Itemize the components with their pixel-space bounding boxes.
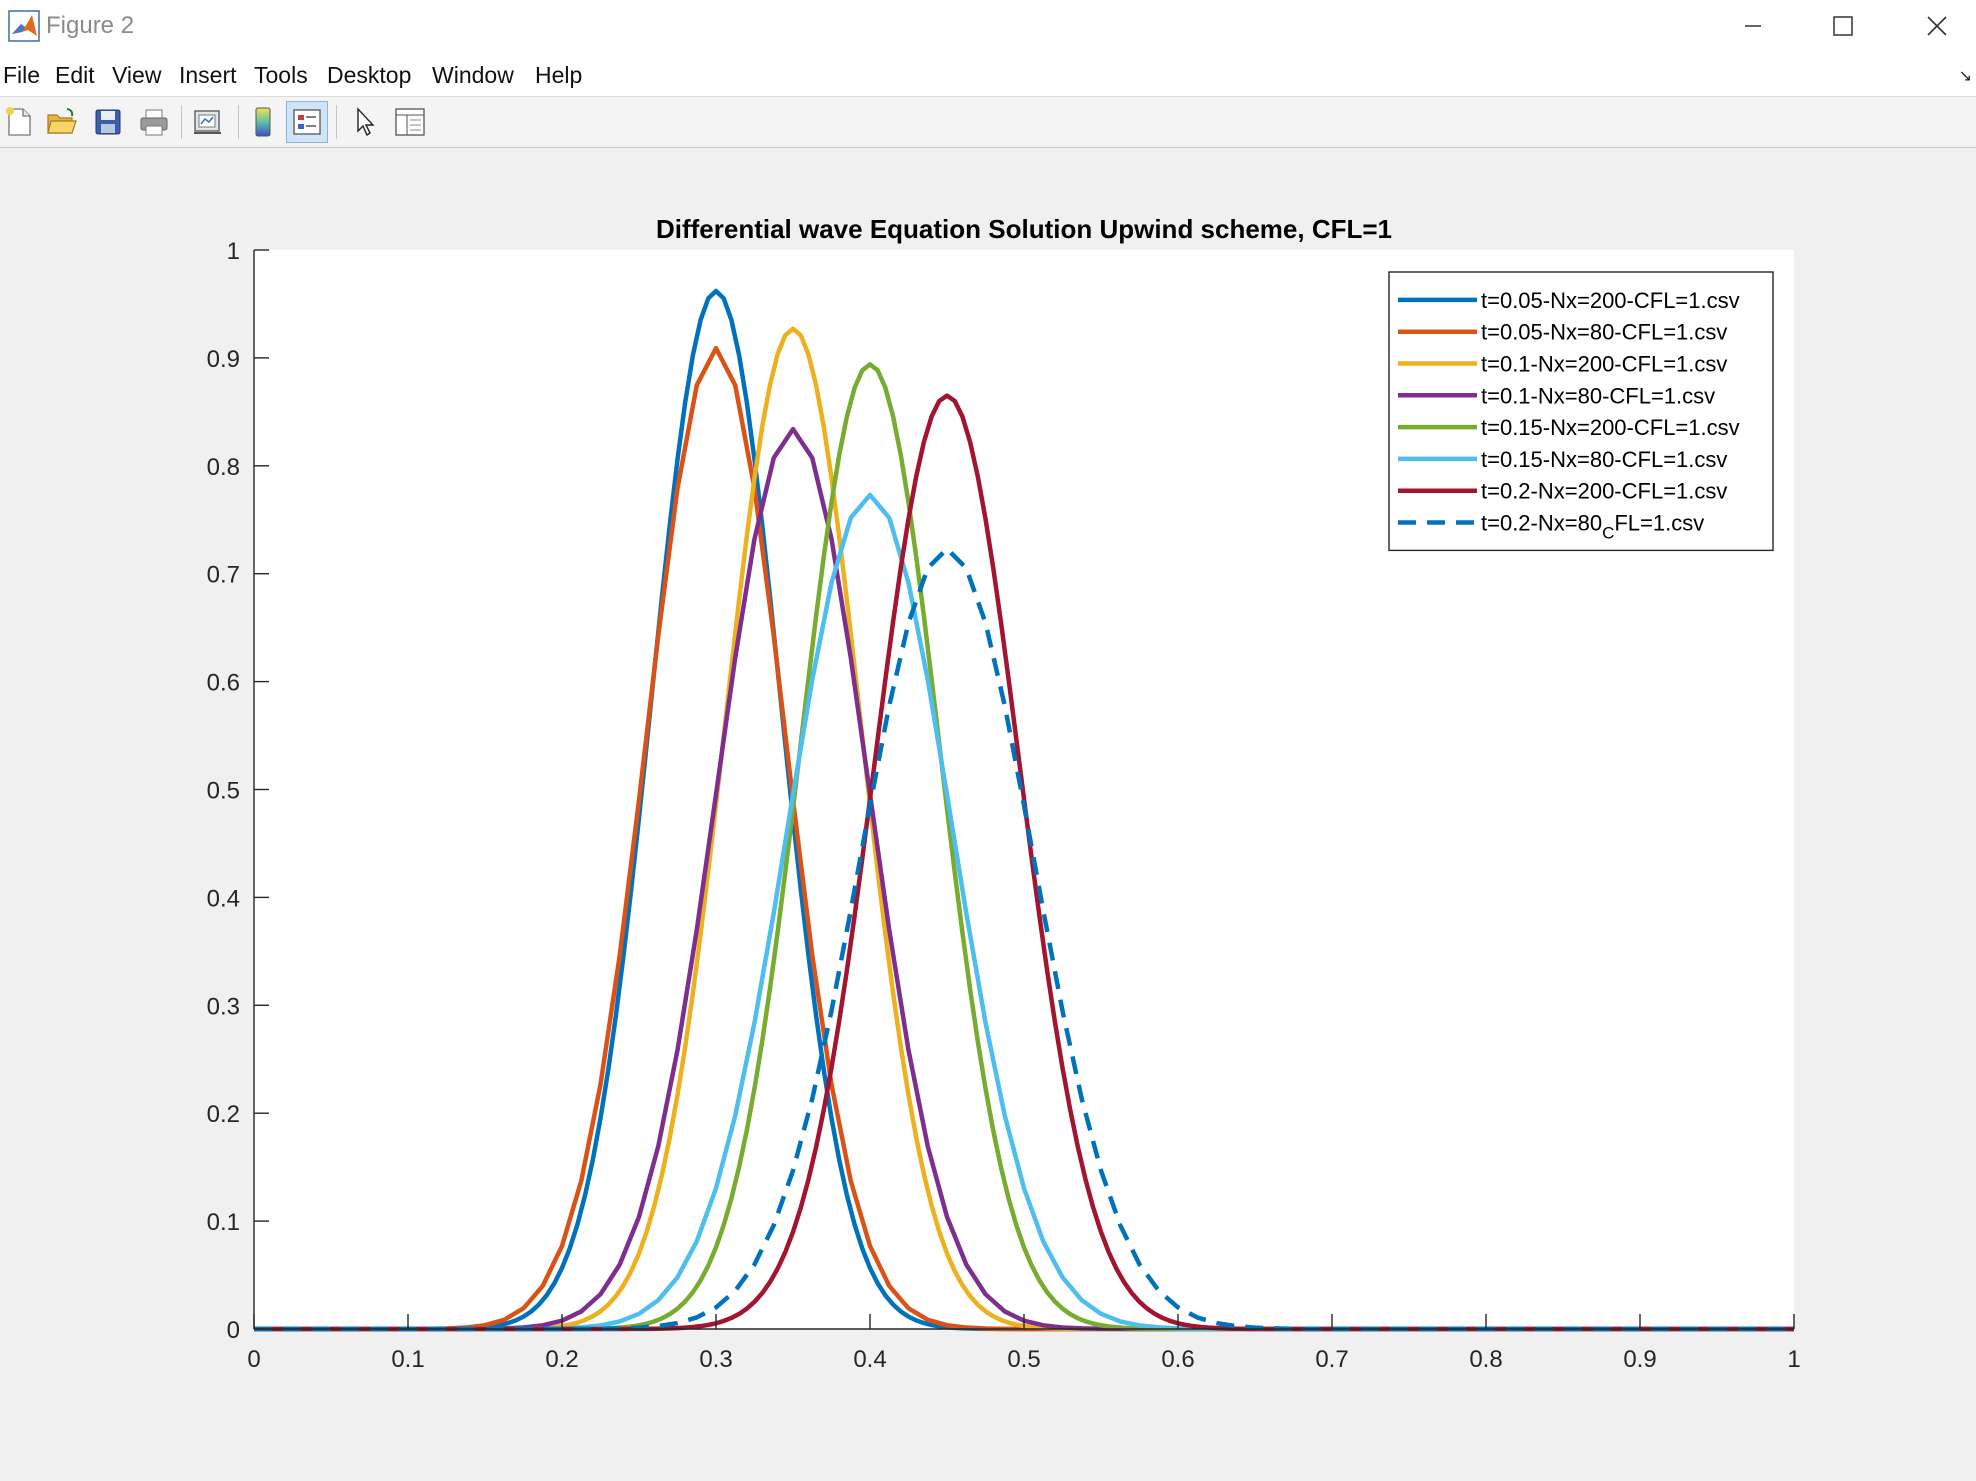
legend-label: t=0.2-Nx=200-CFL=1.csv [1481,479,1727,504]
close-button[interactable] [1914,6,1960,46]
insert-colorbar-button[interactable] [242,101,284,143]
x-tick-label: 0.2 [545,1346,578,1373]
window-title: Figure 2 [46,12,135,39]
new-figure-button[interactable] [0,101,40,143]
x-tick-label: 1 [1787,1346,1800,1373]
figure-canvas[interactable]: Differential wave Equation Solution Upwi… [0,148,1976,1476]
toolbar-separator [336,105,337,139]
menu-tools[interactable]: Tools [254,62,308,88]
matlab-logo-icon [8,10,40,42]
x-tick-label: 0.8 [1469,1346,1502,1373]
legend-label: t=0.1-Nx=80-CFL=1.csv [1481,383,1715,408]
insert-colorbar-icon [255,107,271,137]
y-tick-label: 0.5 [207,778,240,805]
x-tick-label: 0.4 [853,1346,886,1373]
close-icon [1927,16,1947,36]
link-plot-icon [194,110,221,134]
open-file-icon [47,108,77,134]
y-tick-label: 1 [227,238,240,265]
open-file-button[interactable] [41,101,83,143]
legend-box [1388,271,1774,552]
y-tick-label: 0.6 [207,670,240,697]
x-tick-label: 0 [247,1346,260,1373]
menu-desktop[interactable]: Desktop [327,62,412,88]
chart-title: Differential wave Equation Solution Upwi… [656,214,1392,244]
menu-window[interactable]: Window [432,62,514,88]
y-tick-label: 0.7 [207,562,240,589]
legend-label: t=0.15-Nx=200-CFL=1.csv [1481,415,1740,440]
x-tick-label: 0.9 [1623,1346,1656,1373]
maximize-button[interactable] [1820,6,1866,46]
y-tick-label: 0.2 [207,1101,240,1128]
insert-legend-button[interactable] [286,101,328,143]
menu-edit[interactable]: Edit [55,62,95,88]
legend-label: t=0.05-Nx=200-CFL=1.csv [1481,288,1740,313]
legend-label: t=0.15-Nx=80-CFL=1.csv [1481,447,1727,472]
property-inspector-button[interactable] [389,101,431,143]
y-tick-label: 0.8 [207,454,240,481]
link-plot-button[interactable] [187,101,229,143]
insert-legend-icon [293,109,321,135]
menu-help[interactable]: Help [535,62,583,88]
x-tick-label: 0.7 [1315,1346,1348,1373]
save-icon [95,109,121,135]
minimize-button[interactable] [1730,6,1776,46]
y-tick-label: 0 [227,1317,240,1344]
x-tick-label: 0.1 [391,1346,424,1373]
figure-toolbar [0,97,1976,148]
minimize-icon [1745,25,1761,27]
y-tick-label: 0.3 [207,993,240,1020]
window-titlebar: Figure 2 [0,0,1976,56]
x-tick-label: 0.6 [1161,1346,1194,1373]
menu-view[interactable]: View [112,62,162,88]
toolbar-separator [238,105,239,139]
edit-plot-icon [357,107,375,137]
menu-insert[interactable]: Insert [179,62,237,88]
maximize-icon [1833,16,1853,36]
print-icon [140,109,168,136]
x-tick-label: 0.3 [699,1346,732,1373]
y-tick-label: 0.9 [207,346,240,373]
save-button[interactable] [87,101,129,143]
axes-layer: 0 0.1 0.2 0.3 0.4 0.5 0.6 0.7 0.8 0.9 1 0 0.1 0.2 0.3 0… [207,238,1801,1373]
property-inspector-icon [395,108,425,136]
toolbar-separator [181,105,182,139]
legend-label: t=0.1-Nx=200-CFL=1.csv [1481,352,1727,377]
print-button[interactable] [133,101,175,143]
menu-dock-arrow-icon[interactable]: ↘ [1958,68,1972,85]
y-tick-label: 0.1 [207,1209,240,1236]
legend[interactable]: t=0.05-Nx=200-CFL=1.csv t=0.05-Nx=80-CFL=… [1388,271,1774,552]
legend-label: t=0.2-Nx=80CFL=1.csv [1481,511,1704,543]
new-figure-icon [6,107,31,136]
edit-plot-button[interactable] [344,101,386,143]
menu-bar: File Edit View Insert Tools Desktop Wind… [0,56,1976,97]
x-tick-label: 0.5 [1007,1346,1040,1373]
menu-file[interactable]: File [3,62,41,88]
y-tick-label: 0.4 [207,885,240,912]
legend-label: t=0.05-Nx=80-CFL=1.csv [1481,320,1727,345]
line-chart[interactable]: Differential wave Equation Solution Upwi… [0,148,1976,1476]
